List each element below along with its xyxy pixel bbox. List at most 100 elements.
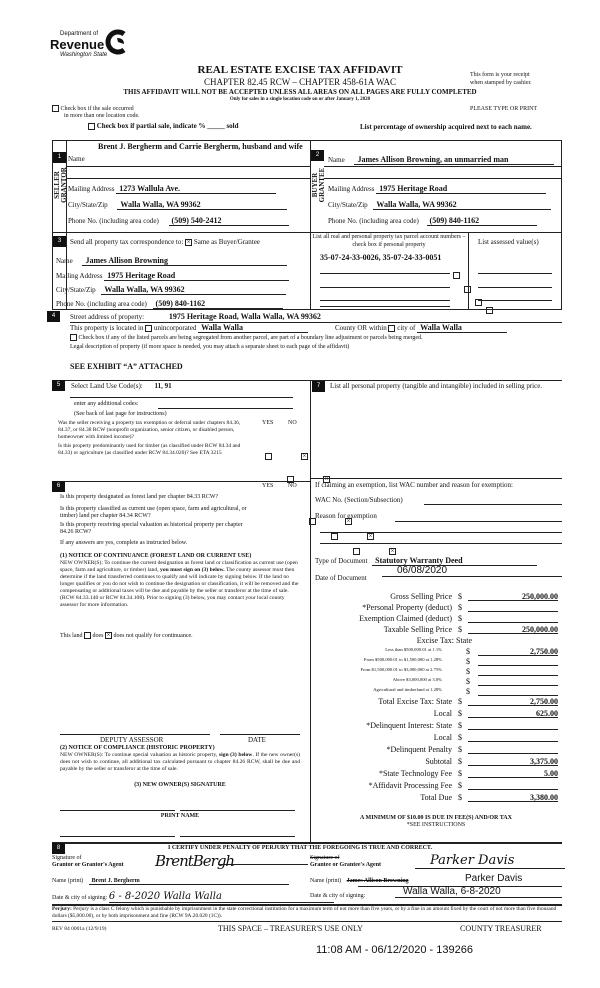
fee-value-field[interactable]: 5.00 [468, 769, 558, 778]
fee-value-field[interactable] [468, 603, 558, 612]
fee-value-field[interactable]: 3,380.00 [468, 793, 558, 802]
fee-label: Subtotal [425, 757, 452, 766]
personal-property-checkbox[interactable] [486, 306, 493, 314]
notice-continuance-title: (1) NOTICE OF CONTINUANCE (FOREST LAND O… [60, 553, 252, 559]
fee-value-field[interactable] [468, 614, 558, 623]
buyer-city-field[interactable]: Walla Walla, WA 99362 [373, 200, 552, 210]
multi-location-checkbox[interactable] [52, 105, 59, 112]
corr-mailing-field[interactable]: 1975 Heritage Road [104, 271, 290, 281]
segregated-checkbox[interactable] [70, 334, 77, 341]
fee-row: From $1,500,000.01 to $3,000,000 at 2.75… [318, 667, 562, 677]
does-not-qualify-checkbox[interactable]: × [105, 631, 112, 639]
notice-continuance-text: NEW OWNER(S): To continue the current de… [60, 560, 299, 608]
does-qualify-checkbox[interactable] [84, 632, 91, 639]
buyer-mailing-field[interactable]: 1975 Heritage Road [376, 184, 547, 194]
deputy-assessor-label: DEPUTY ASSESSOR [100, 736, 164, 744]
grantee-signature[interactable]: Parker Davis [430, 853, 515, 868]
fee-value-field[interactable]: 3,375.00 [468, 757, 558, 766]
personal-property-checkbox[interactable] [453, 271, 460, 279]
grantee-name-field[interactable]: Parker Davis [465, 873, 523, 884]
current-use-yes-checkbox[interactable] [331, 532, 338, 540]
seller-name-field[interactable]: Brent J. Bergherm and Carrie Bergherm, h… [98, 142, 303, 151]
fee-value-field[interactable] [468, 721, 558, 730]
fee-label: Less than $500,000.01 at 1.1% [385, 647, 442, 652]
city-checkbox[interactable] [388, 324, 396, 332]
current-use-question: Is this property classified as current u… [60, 506, 247, 519]
corr-phone-field[interactable]: (509) 840-1162 [152, 299, 283, 309]
street-field[interactable]: 1975 Heritage Road, Walla Walla, WA 9936… [168, 312, 321, 321]
timber-yes-checkbox[interactable] [287, 475, 294, 483]
fee-row: Local $625.00 [318, 709, 562, 719]
fee-value-field[interactable] [478, 687, 558, 696]
doc-type-field[interactable]: Statutory Warranty Deed [372, 556, 538, 566]
forest-land-question: Is this property designated as forest la… [60, 494, 219, 500]
buyer-phone-field[interactable]: (509) 840-1162 [426, 216, 537, 226]
logo-line3: Washington State [60, 52, 108, 58]
parcel-numbers-field[interactable]: 35-07-24-33-0026, 35-07-24-33-0051 [320, 253, 442, 262]
fee-value-field[interactable]: 250,000.00 [468, 625, 558, 634]
fee-value-field[interactable] [468, 781, 558, 790]
current-use-no-checkbox[interactable]: × [367, 531, 374, 540]
new-owner-signature-line[interactable] [60, 810, 175, 811]
personal-property-checkbox[interactable] [464, 285, 471, 293]
unincorporated-checkbox[interactable] [145, 324, 153, 332]
exemption-yes-checkbox[interactable] [265, 452, 272, 460]
fee-label: Taxable Selling Price [383, 625, 452, 634]
doc-date-field[interactable]: 06/08/2020 [382, 565, 562, 577]
forest-no-checkbox[interactable]: × [345, 516, 352, 525]
fee-value-field[interactable]: 2,750.00 [478, 647, 558, 656]
seller-mailing-field[interactable]: 1273 Wallula Ave. [116, 184, 277, 194]
revenue-swirl-icon [105, 29, 126, 55]
historical-yes-checkbox[interactable] [353, 547, 360, 555]
new-owner-signature-line[interactable] [180, 810, 295, 811]
dollar-sign: $ [458, 614, 462, 623]
fee-value-field[interactable]: 625.00 [468, 709, 558, 718]
grantor-sig-label-2: Grantor or Grantor's Agent [52, 862, 124, 868]
partial-sale-checkbox[interactable] [88, 122, 95, 130]
grantor-signature[interactable]: BrentBergh [155, 852, 235, 870]
historical-no-checkbox[interactable]: × [389, 546, 396, 555]
land-use-label: Select Land Use Code(s): [71, 382, 143, 390]
perjury-notice: Perjury: Perjury is a class C felony whi… [52, 906, 557, 919]
dollar-sign: $ [466, 667, 470, 676]
additional-codes-field[interactable] [158, 408, 293, 409]
fee-value-field[interactable] [478, 677, 558, 686]
assessor-date-line[interactable] [220, 734, 300, 735]
section-3-number: 3 [53, 236, 66, 247]
parties-box [52, 140, 562, 310]
wac-field[interactable] [424, 504, 562, 505]
fee-value-field[interactable]: 250,000.00 [468, 592, 558, 601]
seller-city-field[interactable]: Walla Walla, WA 99362 [117, 200, 288, 210]
fee-value-field[interactable] [468, 733, 558, 742]
reason-field[interactable] [395, 521, 562, 522]
fee-value-field[interactable] [468, 745, 558, 754]
corr-phone-label: Phone No. (including area code) [56, 300, 147, 308]
buyer-name-field[interactable]: James Allison Browning, an unmarried man [354, 155, 555, 165]
county-field[interactable]: Walla Walla [198, 323, 309, 333]
print-name-line[interactable] [180, 836, 295, 837]
city-field[interactable]: Walla Walla [417, 323, 508, 333]
seller-phone-field[interactable]: (509) 540-2412 [168, 216, 289, 226]
grantee-date-field[interactable]: Walla Walla, 6-8-2020 [395, 886, 562, 898]
grantor-date-field[interactable]: 6 - 8-2020 Walla Walla [108, 891, 334, 903]
print-name-line[interactable] [60, 836, 175, 837]
historical-question: Is this property receiving special valua… [60, 522, 243, 535]
fee-value-field[interactable] [478, 657, 558, 666]
fee-value-field[interactable] [478, 667, 558, 676]
personal-property-checkbox[interactable] [475, 298, 482, 306]
buyer-mailing-label: Mailing Address [328, 185, 375, 193]
legal-description-field[interactable]: SEE EXHIBIT “A” ATTACHED [70, 362, 183, 371]
corr-name-field[interactable]: James Allison Browning [82, 256, 288, 266]
dollar-sign: $ [466, 657, 470, 666]
grantor-name-field[interactable]: Brent J. Bergherm [88, 878, 289, 885]
forest-yes-checkbox[interactable] [309, 517, 316, 525]
seller-city-label: City/State/Zip [68, 201, 108, 209]
deputy-assessor-signature-line[interactable] [60, 734, 210, 735]
same-as-buyer-checkbox[interactable]: × [185, 237, 193, 246]
exemption-no-checkbox[interactable]: × [301, 451, 308, 460]
corr-name-label: Name [56, 257, 73, 265]
corr-city-field[interactable]: Walla Walla, WA 99362 [101, 285, 287, 295]
land-use-codes-field[interactable]: 11, 91 [154, 382, 172, 390]
dollar-sign: $ [458, 781, 462, 790]
fee-value-field[interactable]: 2,750.00 [468, 697, 558, 706]
